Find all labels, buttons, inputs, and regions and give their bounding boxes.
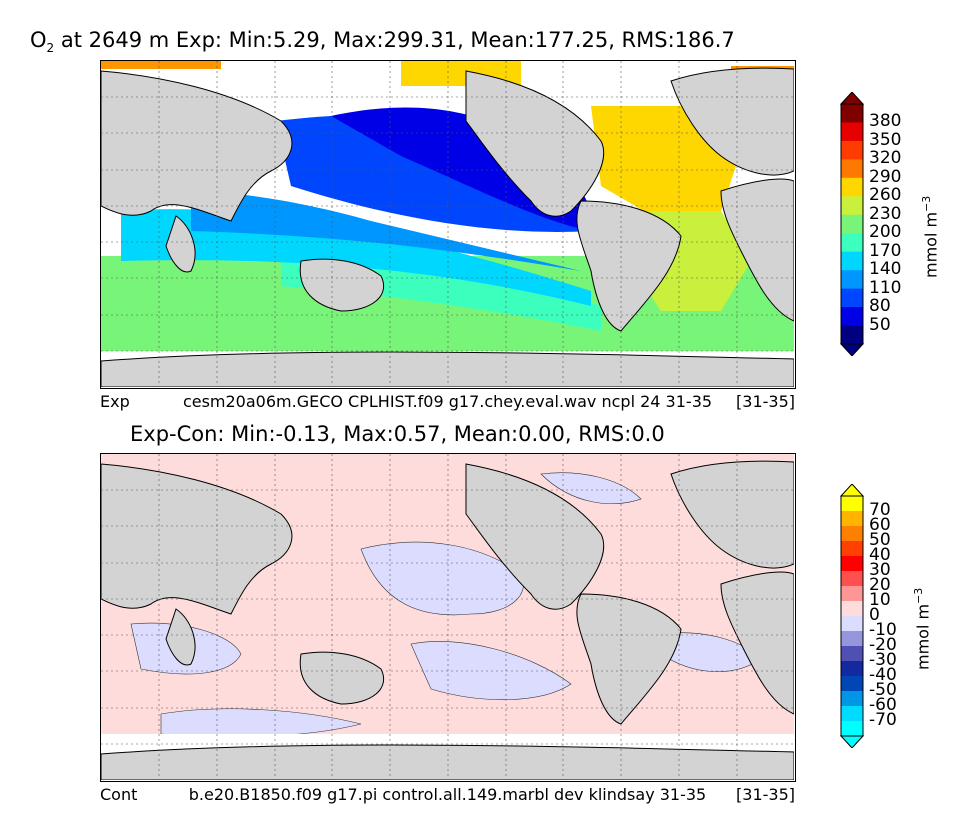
panel1-colorbar-tick-label: 50 (869, 314, 891, 335)
panel2-colorbar-frame (840, 495, 864, 737)
panel1-colorbar (839, 92, 865, 356)
panel2-colorbar-segment (841, 706, 863, 722)
panel2-colorbar-segment (841, 526, 863, 542)
panel1-colorbar-arrow-bottom (839, 343, 865, 356)
panel1-colorbar-tick-label: 230 (869, 203, 902, 224)
panel1-colorbar-tick-label: 80 (869, 296, 891, 317)
panel2-colorbar-segment (841, 646, 863, 662)
panel1-colorbar-frame (840, 103, 864, 345)
panel1-colorbar-segment (841, 177, 863, 197)
panel2-colorbar-tick-label: -70 (869, 710, 897, 730)
panel2-caption-left: Cont (100, 785, 138, 804)
panel1-colorbar-segment (841, 307, 863, 327)
panel2-colorbar-tick-label: -50 (869, 680, 897, 700)
panel2-colorbar-tick-label: 10 (869, 590, 891, 610)
panel2-colorbar-segment (841, 616, 863, 632)
panel1-title-main: O (30, 28, 47, 52)
panel2-colorbar-unit: mmol m−3 (912, 588, 932, 670)
panel2-colorbar-segment (841, 541, 863, 557)
panel2-colorbar-tick-label: 50 (869, 530, 891, 550)
panel2-colorbar-segment (841, 631, 863, 647)
panel2-colorbar-segment (841, 586, 863, 602)
panel2-colorbar-tick-label: 40 (869, 545, 891, 565)
panel2-colorbar-tick-label: -10 (869, 620, 897, 640)
panel2-colorbar-tick-label: 70 (869, 500, 891, 520)
panel1-caption-right: [31-35] (736, 392, 795, 411)
panel2-colorbar-tick-label: 60 (869, 515, 891, 535)
panel2-map (100, 453, 796, 782)
panel2-colorbar-segment (841, 601, 863, 617)
panel1-colorbar-arrow-top (839, 92, 865, 105)
panel2-colorbar-segment (841, 676, 863, 692)
panel1-colorbar-tick-label: 320 (869, 148, 902, 169)
panel1-title-rest: at 2649 m Exp: Min:5.29, Max:299.31, Mea… (54, 28, 735, 52)
panel1-caption-left: Exp (100, 392, 130, 411)
panel1-colorbar-tick-label: 140 (869, 259, 902, 280)
panel1-colorbar-segment (841, 122, 863, 142)
panel2-colorbar-tick-label: -20 (869, 635, 897, 655)
panel2-map-svg (101, 454, 794, 780)
panel1-colorbar-tick-label: 170 (869, 240, 902, 261)
panel2-colorbar-arrow-top (839, 484, 865, 497)
panel1-colorbar-segment (841, 159, 863, 179)
panel1-colorbar-segment (841, 288, 863, 308)
panel2-colorbar-segment (841, 571, 863, 587)
panel2-colorbar-segment (841, 661, 863, 677)
panel1-colorbar-segment (841, 140, 863, 160)
panel1-colorbar-segment (841, 233, 863, 253)
panel1-colorbar-segment (841, 196, 863, 216)
panel2-colorbar (839, 484, 865, 748)
panel1-colorbar-tick-label: 290 (869, 166, 902, 187)
panel2-title: Exp-Con: Min:-0.13, Max:0.57, Mean:0.00,… (130, 422, 665, 446)
panel1-colorbar-tick-label: 380 (869, 111, 902, 132)
panel1-colorbar-unit-text: mmol m (921, 211, 941, 278)
panel1-colorbar-segment (841, 251, 863, 271)
panel2-caption-right: [31-35] (736, 785, 795, 804)
panel1-colorbar-tick-label: 110 (869, 277, 902, 298)
panel1-map (100, 60, 796, 389)
panel2-colorbar-segment (841, 691, 863, 707)
panel2-colorbar-unit-text: mmol m (913, 603, 933, 670)
panel2-colorbar-tick-label: -30 (869, 650, 897, 670)
panel1-colorbar-segment (841, 325, 863, 345)
panel2-colorbar-tick-label: -60 (869, 695, 897, 715)
panel2-colorbar-tick-label: 0 (869, 605, 880, 625)
panel1-caption-case: cesm20a06m.GECO CPLHIST.f09 g17.chey.eva… (182, 392, 713, 411)
panel2-colorbar-segment (841, 721, 863, 737)
panel1-colorbar-tick-label: 200 (869, 222, 902, 243)
panel1-colorbar-unit-sup: −3 (920, 195, 933, 212)
panel1-title: O2 at 2649 m Exp: Min:5.29, Max:299.31, … (30, 28, 735, 55)
panel1-title-sub: 2 (46, 41, 55, 56)
panel1-colorbar-segment (841, 104, 863, 123)
panel1-colorbar-segment (841, 270, 863, 290)
panel1-map-svg (101, 61, 794, 387)
panel2-colorbar-arrow-bottom (839, 735, 865, 748)
panel2-colorbar-segment (841, 556, 863, 572)
panel2-colorbar-tick-label: 30 (869, 560, 891, 580)
panel1-colorbar-unit: mmol m−3 (920, 196, 940, 278)
panel2-colorbar-tick-label: 20 (869, 575, 891, 595)
panel2-colorbar-tick-label: -40 (869, 665, 897, 685)
panel1-colorbar-segment (841, 214, 863, 234)
panel1-colorbar-tick-label: 350 (869, 129, 902, 150)
panel2-caption-case: b.e20.B1850.f09 g17.pi control.all.149.m… (188, 785, 707, 804)
panel2-colorbar-unit-sup: −3 (912, 587, 925, 604)
panel2-colorbar-segment (841, 511, 863, 527)
panel1-colorbar-tick-label: 260 (869, 185, 902, 206)
panel2-colorbar-segment (841, 496, 863, 512)
